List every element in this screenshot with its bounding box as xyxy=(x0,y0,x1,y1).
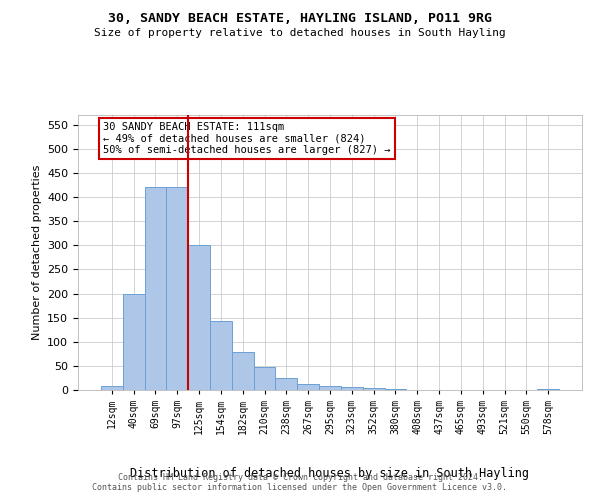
Bar xyxy=(188,246,210,390)
Text: Size of property relative to detached houses in South Hayling: Size of property relative to detached ho… xyxy=(94,28,506,38)
Bar xyxy=(254,367,275,390)
Bar xyxy=(341,386,363,390)
Bar xyxy=(145,188,166,390)
Bar xyxy=(385,389,406,390)
Bar xyxy=(123,294,145,390)
Y-axis label: Number of detached properties: Number of detached properties xyxy=(32,165,41,340)
Bar xyxy=(297,384,319,390)
Text: Distribution of detached houses by size in South Hayling: Distribution of detached houses by size … xyxy=(131,467,530,480)
Bar xyxy=(363,388,385,390)
Bar xyxy=(537,388,559,390)
Bar xyxy=(275,378,297,390)
Text: 30 SANDY BEACH ESTATE: 111sqm
← 49% of detached houses are smaller (824)
50% of : 30 SANDY BEACH ESTATE: 111sqm ← 49% of d… xyxy=(103,122,391,155)
Bar xyxy=(101,386,123,390)
Bar xyxy=(166,188,188,390)
Text: Contains HM Land Registry data © Crown copyright and database right 2024.
Contai: Contains HM Land Registry data © Crown c… xyxy=(92,473,508,492)
Bar xyxy=(232,352,254,390)
Bar xyxy=(210,321,232,390)
Bar xyxy=(319,386,341,390)
Text: 30, SANDY BEACH ESTATE, HAYLING ISLAND, PO11 9RG: 30, SANDY BEACH ESTATE, HAYLING ISLAND, … xyxy=(108,12,492,26)
